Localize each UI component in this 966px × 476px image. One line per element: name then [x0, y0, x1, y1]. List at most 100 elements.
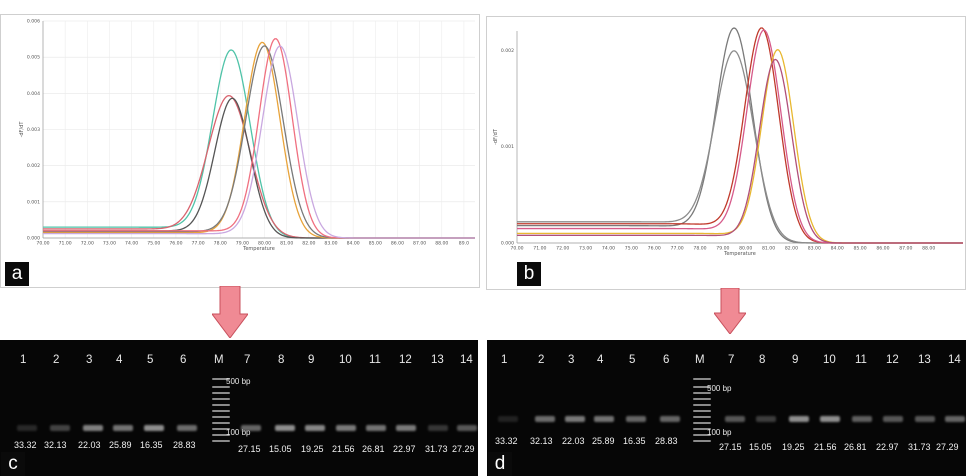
ct-value-label: 28.83: [173, 440, 196, 450]
x-tick-label: 84.00: [347, 241, 360, 247]
lane-label: 1: [501, 354, 508, 366]
melt-curve-chart-b: 0.000 0.001 0.002 70.00 71.00 72.00 73.00 74.00…: [486, 16, 966, 290]
x-tick-label: 86.00: [876, 246, 889, 252]
melt-curve-plot-b: 0.000 0.001 0.002 70.00 71.00 72.00 73.00 74.00…: [493, 27, 963, 257]
dna-band: [113, 425, 133, 431]
ct-value-label: 22.03: [78, 440, 101, 450]
dna-band: [626, 416, 646, 422]
x-tick-label: 72.00: [556, 246, 569, 252]
x-tick-label: 83.00: [808, 246, 821, 252]
ladder-band: [693, 386, 711, 388]
ladder-band: [693, 392, 711, 394]
lane-label: 3: [86, 354, 93, 366]
x-axis-label: Temperature: [723, 251, 756, 257]
ladder-band: [212, 386, 230, 388]
gel-image-d: 1 2 3 4 5 6 M 7 8 9 10 11 12 13 14 500 bp 100 bp 33.32 32.…: [487, 340, 966, 476]
lane-label: 3: [568, 354, 575, 366]
ct-value-label: 26.81: [844, 442, 867, 452]
ladder-band: [212, 428, 230, 430]
x-tick-label: 75.00: [625, 246, 638, 252]
dna-band: [366, 425, 386, 431]
dna-band: [17, 425, 37, 431]
dna-band: [883, 416, 903, 422]
lane-label: 5: [147, 354, 154, 366]
ladder-band: [212, 422, 230, 424]
lane-label: 1: [20, 354, 27, 366]
lane-label: 8: [759, 354, 766, 366]
lane-label: 2: [538, 354, 545, 366]
x-tick-label: 87.00: [899, 246, 912, 252]
ct-value-label: 27.15: [238, 444, 261, 454]
x-tick-label: 75.00: [147, 241, 160, 247]
ladder-band: [693, 422, 711, 424]
lane-label: 13: [918, 354, 931, 366]
y-tick-label: 0.001: [27, 199, 40, 205]
ladder-band: [693, 398, 711, 400]
ladder-band: [212, 404, 230, 406]
lane-label: 5: [629, 354, 636, 366]
ct-value-label: 27.29: [452, 444, 475, 454]
x-tick-label: 70.00: [36, 241, 49, 247]
y-tick-label: 0.004: [27, 91, 40, 97]
y-tick-label: 0.001: [501, 144, 514, 150]
lane-label: 2: [53, 354, 60, 366]
ct-value-label: 33.32: [14, 440, 37, 450]
dna-band: [428, 425, 448, 431]
ladder-band: [212, 440, 230, 442]
lane-label: 12: [399, 354, 412, 366]
dna-band: [915, 416, 935, 422]
lane-label: 11: [369, 354, 381, 366]
x-tick-label: 74.00: [602, 246, 615, 252]
lane-label: 7: [244, 354, 251, 366]
lane-label: 4: [116, 354, 123, 366]
y-tick-label: 0.002: [501, 48, 514, 54]
ct-value-label: 15.05: [269, 444, 292, 454]
dna-band: [457, 425, 477, 431]
gel-image-c: 1 2 3 4 5 6 M 7 8 9 10 11 12 13 14 500 bp 100 bp 33.32 32.…: [0, 340, 478, 476]
lane-label: 10: [823, 354, 836, 366]
ct-value-label: 26.81: [362, 444, 385, 454]
ct-value-label: 22.97: [876, 442, 899, 452]
ct-value-label: 21.56: [332, 444, 355, 454]
series-line: [517, 49, 963, 244]
marker-100bp-label: 100 bp: [707, 428, 732, 437]
series-line: [517, 58, 963, 244]
dna-band: [725, 416, 745, 422]
y-tick-label: 0.000: [27, 236, 40, 242]
dna-band: [83, 425, 103, 431]
ladder-band: [693, 434, 711, 436]
lane-label: 14: [948, 354, 961, 366]
x-tick-label: 88.00: [435, 241, 448, 247]
panel-label-d: d: [488, 452, 512, 476]
panel-label-a: a: [5, 262, 29, 286]
ladder-band: [693, 440, 711, 442]
ladder-band: [212, 416, 230, 418]
ct-value-label: 28.83: [655, 436, 678, 446]
x-tick-label: 71.00: [533, 246, 546, 252]
ct-value-label: 27.29: [936, 442, 959, 452]
lane-label: 12: [886, 354, 899, 366]
y-tick-label: 0.005: [27, 55, 40, 61]
dna-band: [396, 425, 416, 431]
dna-band: [565, 416, 585, 422]
ct-value-label: 33.32: [495, 436, 518, 446]
dna-band: [852, 416, 872, 422]
ladder-band: [212, 392, 230, 394]
x-tick-label: 85.00: [369, 241, 382, 247]
down-arrow-icon: [714, 288, 746, 334]
ladder-band: [212, 378, 230, 380]
dna-band: [177, 425, 197, 431]
x-tick-label: 80.00: [258, 241, 271, 247]
x-tick-label: 81.00: [280, 241, 293, 247]
x-tick-label: 81.00: [762, 246, 775, 252]
x-tick-label: 78.00: [214, 241, 227, 247]
lane-label: M: [214, 354, 224, 366]
ct-value-label: 19.25: [301, 444, 324, 454]
dna-band: [241, 425, 261, 431]
x-tick-label: 71.00: [59, 241, 72, 247]
x-tick-label: 76.00: [648, 246, 661, 252]
x-tick-label: 83.00: [324, 241, 337, 247]
dna-band: [789, 416, 809, 422]
ct-value-label: 32.13: [44, 440, 67, 450]
x-tick-label: 72.00: [81, 241, 94, 247]
